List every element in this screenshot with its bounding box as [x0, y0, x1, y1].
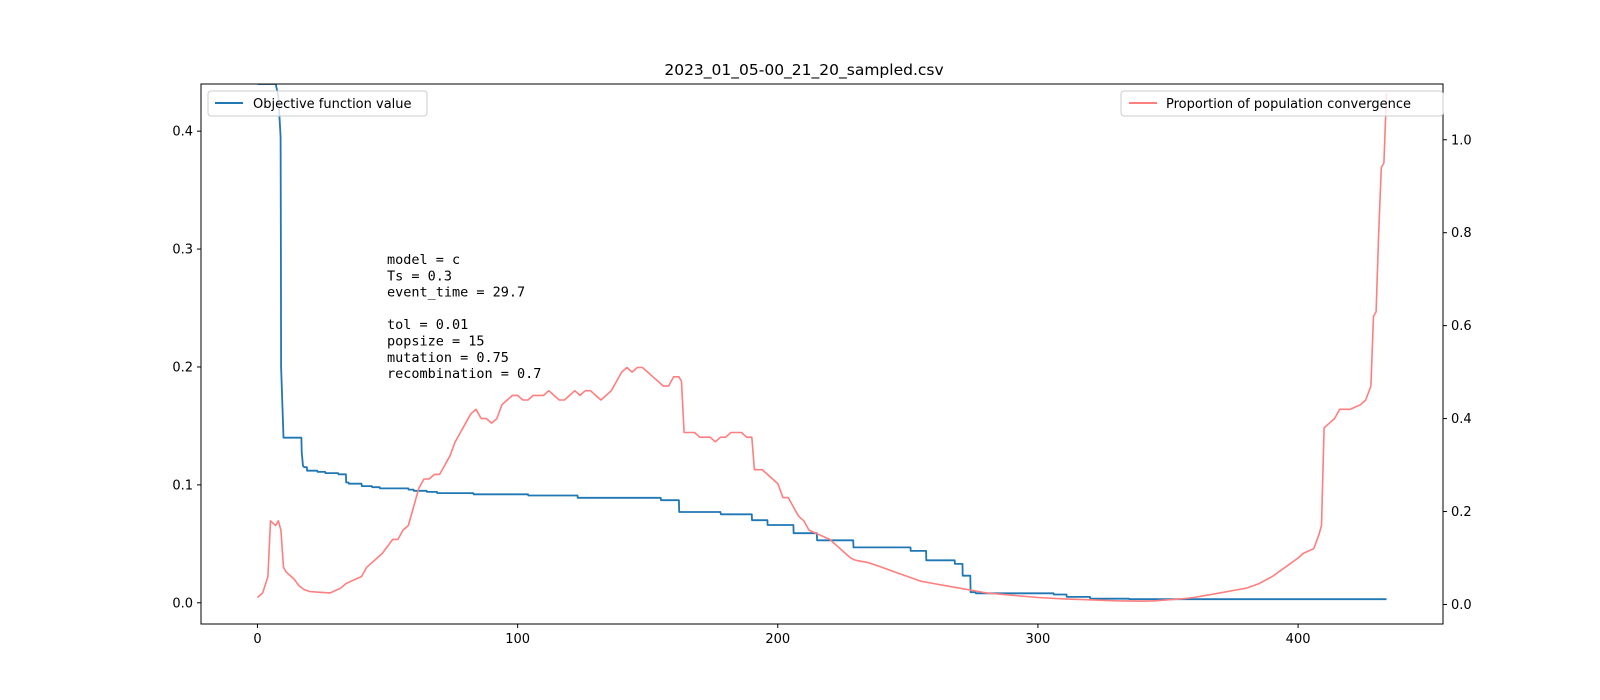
right-y-axis-ticks: 0.0 0.2 0.4 0.6 0.8 1.0 [1443, 133, 1472, 613]
left-y-axis-ticks: 0.0 0.1 0.2 0.3 0.4 [172, 125, 201, 611]
left-y-tick-label: 0.2 [172, 360, 193, 375]
left-y-tick-label: 0.0 [172, 596, 193, 611]
legend-box-left [207, 90, 428, 117]
right-y-tick-label: 0.2 [1451, 505, 1472, 520]
annotation-line: Ts = 0.3 [387, 268, 452, 284]
x-tick-label: 400 [1286, 632, 1311, 647]
left-y-tick-label: 0.4 [172, 125, 193, 140]
left-y-tick-label: 0.3 [172, 243, 193, 258]
right-y-tick-label: 1.0 [1451, 133, 1472, 148]
annotation-line: popsize = 15 [387, 334, 485, 350]
right-y-tick-label: 0.4 [1451, 412, 1472, 427]
series-line-convergence [256, 93, 1388, 603]
annotation-line: tol = 0.01 [387, 317, 468, 333]
axes-frame [200, 83, 1444, 625]
series-line-objective [257, 84, 1387, 601]
annotation-line: event_time = 29.7 [387, 285, 525, 301]
annotation-line: model = c [387, 252, 460, 268]
annotation-line: mutation = 0.75 [387, 350, 509, 366]
left-y-tick-label: 0.1 [172, 478, 193, 493]
right-y-tick-label: 0.6 [1451, 319, 1472, 334]
chart-title: 2023_01_05-00_21_20_sampled.csv [664, 61, 943, 80]
legend-box-right [1120, 90, 1444, 117]
x-tick-label: 100 [505, 632, 530, 647]
x-axis-ticks: 0 100 200 300 400 [253, 624, 1311, 647]
right-y-tick-label: 0.8 [1451, 226, 1472, 241]
legend-label-objective: Objective function value [253, 97, 412, 112]
plot-area [256, 84, 1388, 603]
annotation-line: recombination = 0.7 [387, 366, 541, 382]
legend-label-convergence: Proportion of population convergence [1166, 97, 1411, 112]
x-tick-label: 300 [1026, 632, 1051, 647]
right-y-tick-label: 0.0 [1451, 598, 1472, 613]
x-tick-label: 0 [253, 632, 261, 647]
legend-population-convergence: Proportion of population convergence [1120, 90, 1444, 117]
x-tick-label: 200 [765, 632, 790, 647]
legend-objective-function: Objective function value [207, 90, 428, 117]
